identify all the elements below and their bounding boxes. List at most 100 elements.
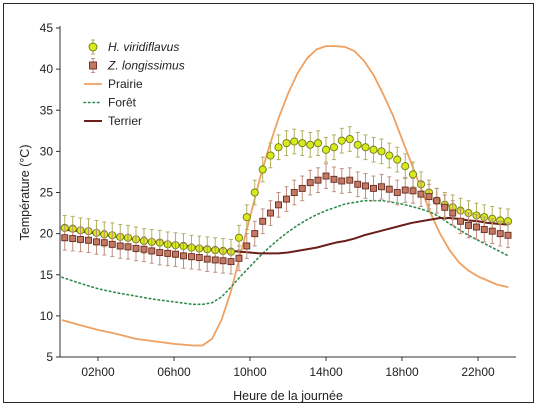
data-point [156,249,164,256]
x-tick-label: 02h00 [81,365,115,379]
data-point [306,140,315,149]
data-point [267,209,274,217]
legend-label: Z. longissimus [107,59,185,73]
data-point [124,243,132,251]
legend: H. viridiflavus Z. longissimus Prairie Forê… [83,39,185,128]
data-point [266,151,275,160]
data-point [385,151,394,160]
data-point [338,177,346,185]
x-tick-label: 06h00 [157,365,191,379]
data-point [250,188,259,197]
data-point [275,201,282,209]
data-point [227,258,235,266]
y-axis-label: Température (°C) [18,145,32,241]
data-point [108,240,116,248]
data-point [345,134,354,144]
data-point [203,255,211,263]
data-point [100,239,108,247]
data-point [61,234,69,242]
data-point [417,190,425,198]
data-point [259,217,267,225]
data-point [85,236,92,244]
data-point [290,137,299,146]
data-point [337,136,346,145]
data-point [313,139,323,148]
legend-marker [89,61,97,70]
legend-label: H. viridiflavus [108,40,179,54]
data-point [369,145,378,154]
y-tick-label: 25 [40,186,54,200]
y-tick-label: 10 [40,309,54,323]
data-point [473,223,480,231]
data-point [188,253,195,261]
plot-area [60,45,513,347]
data-point [361,143,370,152]
data-point [77,235,84,243]
data-point [362,182,369,190]
data-point [148,247,156,255]
data-point [353,140,362,149]
data-point [370,184,377,192]
data-point [488,227,496,235]
data-point [116,242,124,250]
data-point [69,235,77,243]
data-point [298,139,307,148]
data-point [322,172,330,180]
data-point [393,155,402,164]
data-point [243,242,251,250]
y-tick-label: 20 [40,227,54,241]
data-point [378,183,385,191]
legend-label: Prairie [108,77,143,91]
x-tick-label: 10h00 [233,365,267,379]
data-point [321,145,331,154]
y-tick-label: 30 [40,144,54,158]
x-tick-label: 18h00 [385,365,419,379]
data-point [330,175,338,183]
data-point [234,233,244,242]
y-tick-label: 5 [46,350,53,364]
data-point [219,257,227,265]
data-point [449,209,457,217]
data-point [425,193,433,201]
data-point [180,252,187,260]
data-point [242,213,251,222]
legend-label: Terrier [108,114,142,128]
x-tick-label: 14h00 [309,365,343,379]
data-point [298,184,306,192]
data-point [504,231,512,239]
data-point [164,249,172,257]
axes: 5 10 15 20 25 30 35 40 45 02h00 06h00 10h00 14h00 18h… [40,21,516,379]
data-point [496,230,504,238]
data-point [290,189,298,196]
data-point [408,170,418,179]
data-point [354,180,362,188]
data-point [140,245,148,253]
data-point [480,226,488,233]
data-point [306,179,314,187]
data-point [211,256,219,264]
data-point [377,147,386,156]
data-point [251,230,259,238]
data-point [329,143,339,152]
data-point [235,254,243,262]
data-point [409,187,417,195]
x-axis-label: Heure de la journée [233,389,343,403]
data-point [433,197,441,205]
data-point [457,217,464,225]
data-point [393,189,401,196]
y-tick-label: 15 [40,268,54,282]
x-tick-label: 22h00 [461,365,495,379]
data-point [465,221,472,229]
data-point [132,244,140,252]
data-point [283,195,290,203]
data-point [282,139,291,148]
data-point [258,165,267,174]
data-point [346,176,354,184]
data-point [441,203,449,211]
data-point [401,162,410,171]
data-point [195,254,203,261]
y-tick-label: 40 [40,62,54,76]
data-point [172,250,179,258]
y-tick-label: 45 [40,21,54,35]
